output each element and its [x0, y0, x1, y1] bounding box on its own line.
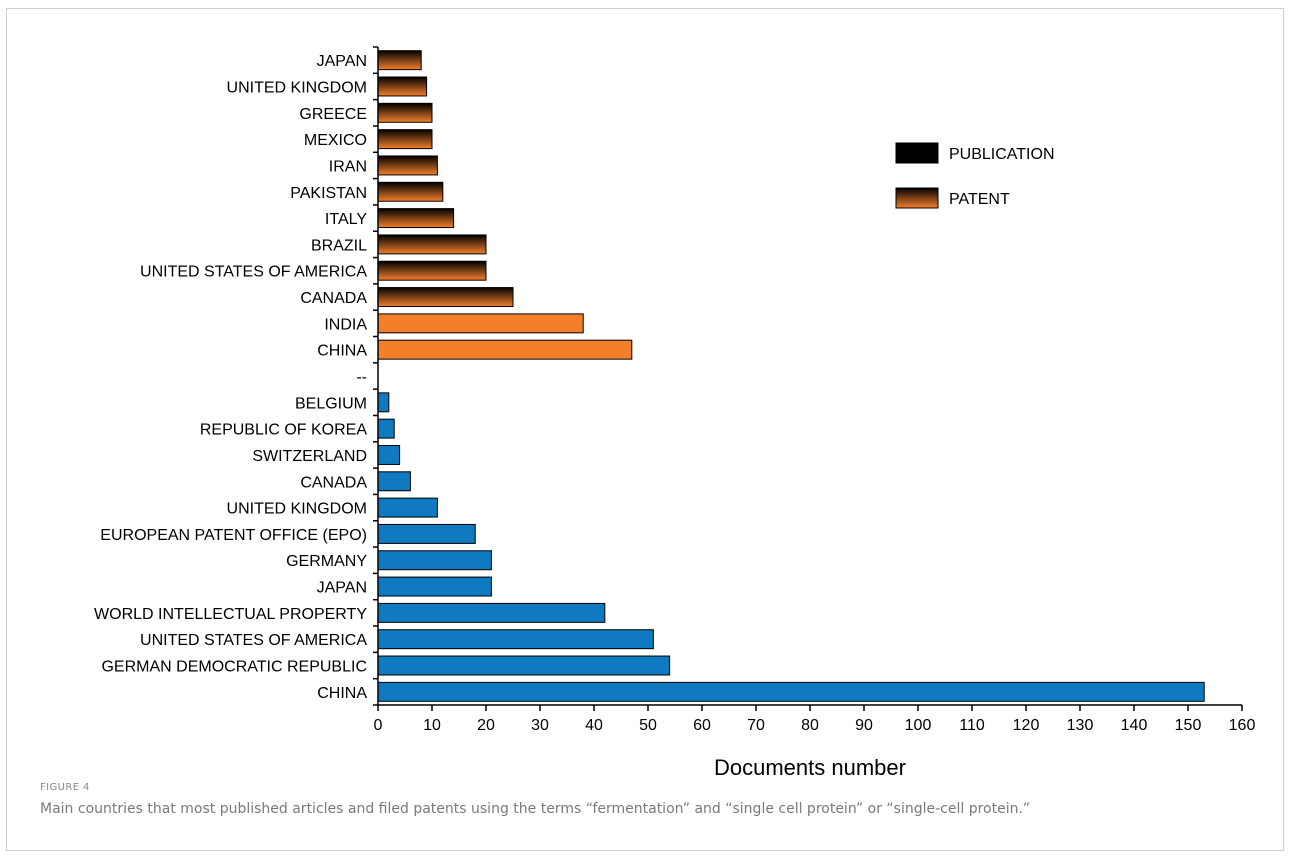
x-tick-label: 120	[1013, 717, 1040, 734]
x-tick-label: 70	[747, 717, 765, 734]
bar	[377, 287, 514, 308]
bar	[377, 181, 444, 202]
bar	[377, 392, 390, 413]
y-tick-label: UNITED STATES OF AMERICA	[140, 264, 367, 281]
x-tick-label: 160	[1229, 717, 1256, 734]
bar	[377, 655, 671, 676]
x-tick-label: 10	[423, 717, 441, 734]
bar	[377, 471, 411, 492]
y-tick-label: UNITED STATES OF AMERICA	[140, 632, 367, 649]
bar	[377, 629, 654, 650]
y-tick-label: MEXICO	[304, 132, 367, 149]
y-tick-label: ITALY	[325, 211, 367, 228]
x-tick-label: 140	[1121, 717, 1148, 734]
legend-label: PUBLICATION	[949, 146, 1055, 163]
y-tick-label: UNITED KINGDOM	[227, 501, 367, 518]
axes: JAPAN UNITED KINGDOM GREECE MEXICO IRAN PAKIS…	[94, 46, 1256, 780]
legend-swatch	[895, 187, 939, 209]
bar	[377, 260, 487, 281]
bar	[377, 50, 422, 71]
x-axis-label: Documents number	[714, 755, 906, 780]
bar-chart: JAPAN UNITED KINGDOM GREECE MEXICO IRAN PAKIS…	[94, 46, 1256, 780]
y-tick-label: PAKISTAN	[290, 185, 367, 202]
x-tick-label: 50	[639, 717, 657, 734]
y-tick-label: REPUBLIC OF KOREA	[200, 422, 367, 439]
x-tick-label: 80	[801, 717, 819, 734]
y-tick-label: GERMANY	[286, 553, 367, 570]
y-tick-label: INDIA	[324, 316, 367, 333]
y-tick-label: UNITED KINGDOM	[227, 79, 367, 96]
y-tick-label: BELGIUM	[295, 395, 367, 412]
x-tick-label: 0	[374, 717, 383, 734]
figure-frame	[6, 8, 1284, 851]
bar	[377, 576, 492, 597]
y-tick-label: BRAZIL	[311, 237, 367, 254]
x-tick-label: 100	[905, 717, 932, 734]
legend-label: PATENT	[949, 191, 1010, 208]
x-tick-label: 30	[531, 717, 549, 734]
bar	[377, 681, 1205, 702]
bar	[377, 102, 433, 123]
y-tick-label: --	[356, 369, 367, 386]
bar	[377, 602, 606, 623]
x-tick-label: 150	[1175, 717, 1202, 734]
bar	[377, 339, 633, 360]
y-tick-label: JAPAN	[317, 53, 367, 70]
bar	[377, 76, 428, 97]
bar	[377, 523, 476, 544]
y-tick-label: SWITZERLAND	[252, 448, 367, 465]
bar	[377, 208, 455, 229]
bar	[377, 418, 395, 439]
y-tick-label: WORLD INTELLECTUAL PROPERTY	[94, 606, 367, 623]
caption-text: Main countries that most published artic…	[40, 801, 1031, 817]
legend-swatch	[895, 142, 939, 164]
bar	[377, 129, 433, 150]
figure-caption: FIGURE 4 Main countries that most publis…	[40, 782, 1270, 817]
bars-layer	[377, 50, 1205, 702]
y-tick-label: EUROPEAN PATENT OFFICE (EPO)	[100, 527, 367, 544]
x-tick-label: 40	[585, 717, 603, 734]
y-tick-label: CHINA	[317, 343, 367, 360]
y-tick-label: GERMAN DEMOCRATIC REPUBLIC	[101, 659, 367, 676]
y-tick-label: CANADA	[300, 290, 367, 307]
bar	[377, 497, 438, 518]
bar	[377, 234, 487, 255]
y-tick-label: CHINA	[317, 685, 367, 702]
y-tick-label: IRAN	[329, 158, 367, 175]
y-tick-label: CANADA	[300, 474, 367, 491]
bar	[377, 313, 584, 334]
x-tick-label: 110	[959, 717, 985, 734]
figure-label: FIGURE 4	[40, 782, 90, 793]
legend: PUBLICATION PATENT	[895, 142, 1055, 209]
bar	[377, 550, 492, 571]
y-tick-label: GREECE	[299, 106, 367, 123]
bar	[377, 155, 438, 176]
x-tick-label: 130	[1067, 717, 1094, 734]
x-tick-label: 90	[855, 717, 873, 734]
x-tick-label: 60	[693, 717, 711, 734]
bar	[377, 444, 401, 465]
x-tick-label: 20	[477, 717, 495, 734]
y-tick-label: JAPAN	[317, 580, 367, 597]
